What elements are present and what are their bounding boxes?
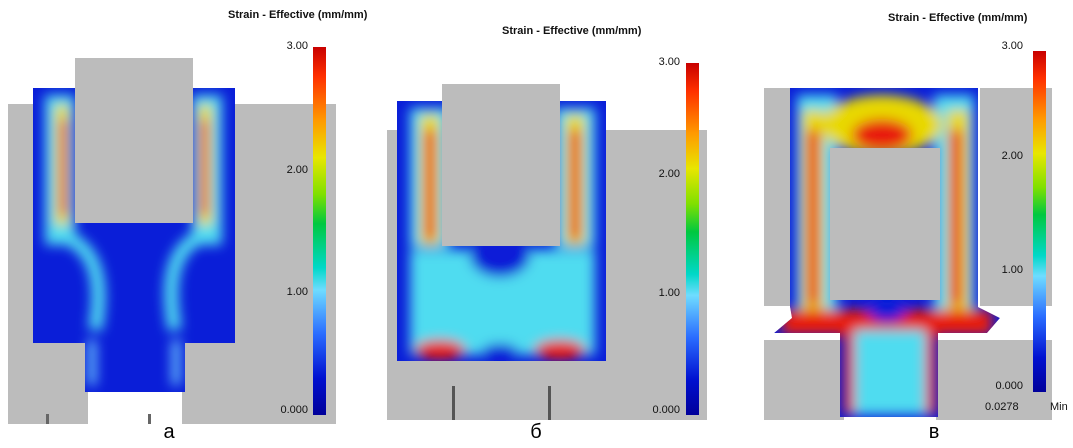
die-bottom-b	[387, 361, 707, 420]
colorbar-tick-min-b: 0.000	[652, 404, 680, 416]
colorbar-tick-max-b: 3.00	[658, 56, 680, 68]
simulation-image-a	[8, 58, 336, 424]
punch-c	[830, 148, 940, 300]
colorbar-tick-2-a: 2.00	[286, 164, 308, 176]
die-left-c	[764, 88, 794, 306]
colorbar-tick-1-b: 1.00	[658, 287, 680, 299]
colorbar-tick-max-c: 3.00	[1001, 40, 1023, 52]
colorbar-tick-2-b: 2.00	[658, 168, 680, 180]
colorbar-tick-1-c: 1.00	[1001, 264, 1023, 276]
die-bottom-a	[8, 343, 88, 424]
panel-a: Strain - Effective (mm/mm) 3.00 2.00 1.0…	[0, 0, 367, 448]
caption-a: а	[163, 421, 175, 443]
caption-c: в	[928, 421, 940, 443]
colorbar-tick-max-a: 3.00	[286, 40, 308, 52]
die-bottom-right-c	[936, 340, 1052, 420]
colorbar-min-label-c: Min	[1050, 401, 1068, 413]
colorbar-tick-2-c: 2.00	[1001, 150, 1023, 162]
punch-a	[75, 58, 193, 223]
caption-b: б	[530, 421, 542, 443]
die-bottom-right-a	[182, 343, 336, 424]
colorbar-title-b: Strain - Effective (mm/mm)	[502, 25, 642, 37]
simulation-image-c	[764, 88, 1052, 420]
panel-c: Strain - Effective (mm/mm) 3.00 2.00 1.0…	[752, 0, 1073, 448]
colorbar-tick-min-c: 0.000	[995, 380, 1023, 392]
punch-b	[442, 84, 560, 246]
panel-b: Strain - Effective (mm/mm) 3.00 2.00 1.0…	[380, 0, 720, 448]
colorbar-tick-min-a: 0.000	[280, 404, 308, 416]
die-bottom-left-c	[764, 340, 844, 420]
colorbar-min-value-c: 0.0278	[985, 401, 1019, 413]
colorbar-c	[1033, 51, 1046, 392]
colorbar-a	[313, 47, 326, 415]
colorbar-tick-1-a: 1.00	[286, 286, 308, 298]
colorbar-b	[686, 63, 699, 415]
colorbar-title-c: Strain - Effective (mm/mm)	[888, 12, 1028, 24]
colorbar-title-a: Strain - Effective (mm/mm)	[228, 9, 368, 21]
